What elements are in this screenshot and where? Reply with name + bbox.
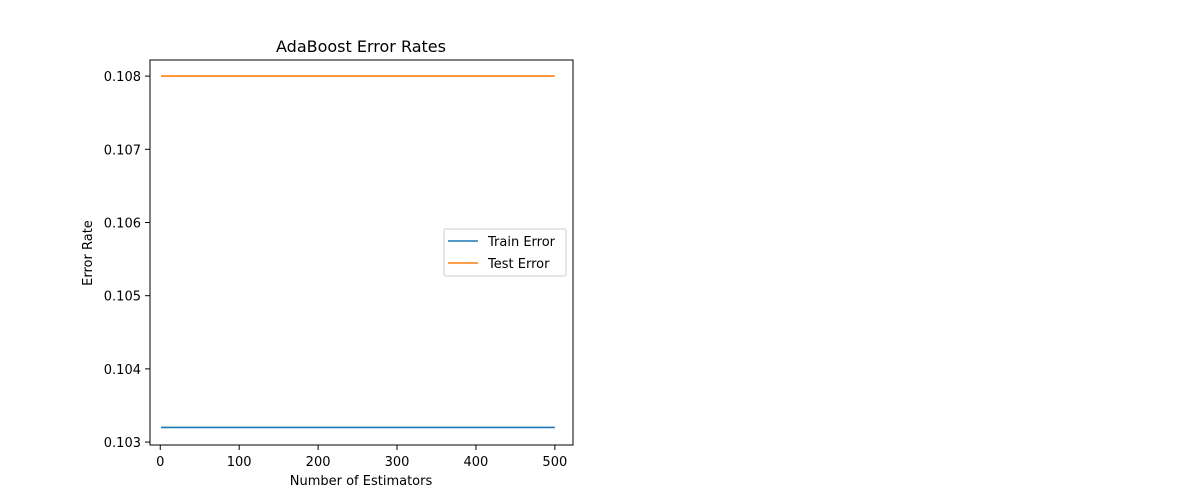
y-axis-ticks: 0.103 0.104 0.105 0.106 0.107 0.108 (104, 70, 150, 451)
y-tick-label: 0.106 (104, 216, 141, 231)
x-tick-label: 300 (385, 455, 410, 470)
x-tick-label: 500 (542, 455, 567, 470)
series-lines (161, 75, 555, 429)
x-tick-label: 200 (306, 455, 331, 470)
y-tick-label: 0.103 (104, 436, 141, 451)
legend-label-train-error: Train Error (487, 235, 556, 250)
y-tick-label: 0.108 (104, 70, 141, 85)
legend: Train Error Test Error (443, 228, 567, 277)
y-tick-label: 0.105 (104, 290, 141, 305)
x-tick-label: 400 (464, 455, 489, 470)
x-axis-ticks: 0 100 200 300 400 500 (156, 445, 567, 470)
x-tick-label: 100 (227, 455, 252, 470)
y-tick-label: 0.107 (104, 143, 141, 158)
chart-title: AdaBoost Error Rates (276, 37, 446, 56)
x-tick-label: 0 (156, 455, 164, 470)
y-tick-label: 0.104 (104, 363, 141, 378)
y-axis-label: Error Rate (81, 220, 96, 286)
x-axis-label: Number of Estimators (290, 474, 433, 489)
legend-label-test-error: Test Error (487, 257, 550, 272)
